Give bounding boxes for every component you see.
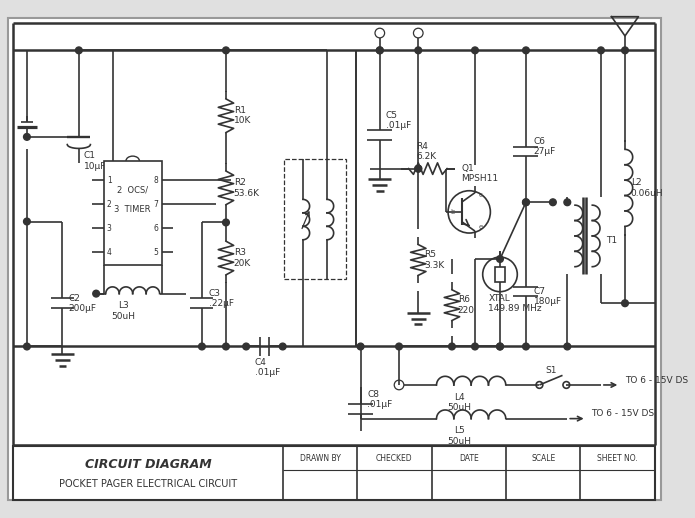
Text: 2  OCS/: 2 OCS/ xyxy=(117,185,148,194)
Circle shape xyxy=(415,165,422,172)
Bar xyxy=(284,159,346,279)
Circle shape xyxy=(523,199,530,206)
Circle shape xyxy=(550,199,556,206)
Text: 3: 3 xyxy=(107,224,112,233)
Circle shape xyxy=(222,47,229,54)
Circle shape xyxy=(523,47,530,54)
Text: T1: T1 xyxy=(606,236,617,245)
Circle shape xyxy=(377,47,383,54)
Circle shape xyxy=(523,343,530,350)
Circle shape xyxy=(621,47,628,54)
Circle shape xyxy=(222,343,229,350)
Circle shape xyxy=(564,343,571,350)
Text: S1: S1 xyxy=(545,366,557,375)
Text: DATE: DATE xyxy=(459,454,479,464)
Text: TO 6 - 15V DS: TO 6 - 15V DS xyxy=(625,376,688,385)
Text: XTAL
149.89 MHz: XTAL 149.89 MHz xyxy=(489,294,542,313)
Circle shape xyxy=(199,343,205,350)
Text: R3
20K: R3 20K xyxy=(234,248,251,268)
Text: 3  TIMER: 3 TIMER xyxy=(115,205,151,213)
Text: 1: 1 xyxy=(107,176,111,184)
Text: R1
10K: R1 10K xyxy=(234,106,251,125)
Text: Q1
MPSH11: Q1 MPSH11 xyxy=(461,164,498,183)
Circle shape xyxy=(415,165,422,172)
Text: C6
27μF: C6 27μF xyxy=(534,137,556,156)
Text: 6: 6 xyxy=(154,224,158,233)
Text: 5: 5 xyxy=(154,248,158,257)
Text: SCALE: SCALE xyxy=(531,454,555,464)
Text: CIRCUIT DIAGRAM: CIRCUIT DIAGRAM xyxy=(85,458,211,471)
Circle shape xyxy=(279,343,286,350)
Circle shape xyxy=(377,47,383,54)
Text: c: c xyxy=(479,192,483,197)
Circle shape xyxy=(395,343,402,350)
Text: 7: 7 xyxy=(154,200,158,209)
Text: L2
0.06uH: L2 0.06uH xyxy=(631,178,664,197)
Text: C8
.01μF: C8 .01μF xyxy=(367,390,393,409)
Circle shape xyxy=(415,47,422,54)
Text: POCKET PAGER ELECTRICAL CIRCUIT: POCKET PAGER ELECTRICAL CIRCUIT xyxy=(59,479,237,489)
Circle shape xyxy=(24,343,31,350)
Text: L3
50uH: L3 50uH xyxy=(111,301,135,321)
Bar xyxy=(13,445,655,500)
Circle shape xyxy=(93,290,99,297)
Circle shape xyxy=(357,343,364,350)
Text: R2
53.6K: R2 53.6K xyxy=(234,178,260,197)
Circle shape xyxy=(523,199,530,206)
Text: R6
220: R6 220 xyxy=(458,295,475,315)
Circle shape xyxy=(598,47,605,54)
Text: R5
3.3K: R5 3.3K xyxy=(424,250,444,270)
Text: C1
10μF: C1 10μF xyxy=(83,151,106,170)
Circle shape xyxy=(76,47,82,54)
Text: TO 6 - 15V DS: TO 6 - 15V DS xyxy=(591,409,655,419)
Text: C2
200μF: C2 200μF xyxy=(68,294,97,313)
Circle shape xyxy=(497,343,503,350)
Circle shape xyxy=(497,256,503,262)
Text: L5
50uH: L5 50uH xyxy=(448,426,472,445)
Circle shape xyxy=(621,300,628,307)
Text: CHECKED: CHECKED xyxy=(376,454,413,464)
Text: 2: 2 xyxy=(107,200,111,209)
Circle shape xyxy=(222,219,229,226)
Circle shape xyxy=(24,134,31,140)
Circle shape xyxy=(564,199,571,206)
Text: 4: 4 xyxy=(107,248,112,257)
Circle shape xyxy=(448,343,455,350)
Text: e: e xyxy=(479,224,483,230)
Text: b: b xyxy=(450,209,455,215)
Circle shape xyxy=(24,218,31,225)
Bar xyxy=(495,267,505,282)
Text: SHEET NO.: SHEET NO. xyxy=(597,454,638,464)
Text: R4
6.2K: R4 6.2K xyxy=(416,141,436,161)
Text: L4
50uH: L4 50uH xyxy=(448,393,472,412)
Circle shape xyxy=(472,343,478,350)
Text: C5
.01μF: C5 .01μF xyxy=(386,111,411,130)
Circle shape xyxy=(497,343,503,350)
Text: C7
180μF: C7 180μF xyxy=(534,287,562,306)
Text: C3
.22μF: C3 .22μF xyxy=(208,289,234,308)
Bar xyxy=(104,161,161,265)
Circle shape xyxy=(243,343,250,350)
Circle shape xyxy=(472,47,478,54)
Text: C4
.01μF: C4 .01μF xyxy=(255,358,280,377)
Text: 8: 8 xyxy=(154,176,158,184)
Text: DRAWN BY: DRAWN BY xyxy=(300,454,341,464)
